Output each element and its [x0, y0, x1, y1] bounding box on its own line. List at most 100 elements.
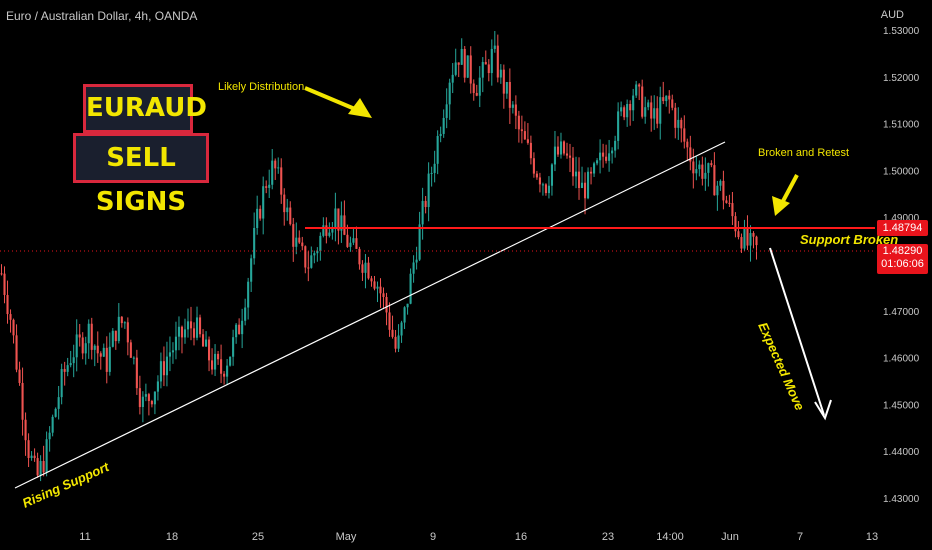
candle-body: [108, 346, 111, 372]
candle-body: [608, 153, 611, 161]
candle-body: [656, 108, 659, 124]
x-tick-label: 13: [866, 531, 878, 543]
candle-body: [577, 171, 581, 188]
candle-body: [599, 152, 602, 161]
candle-body: [39, 460, 42, 476]
candle-body: [277, 167, 280, 169]
candle-body: [460, 48, 463, 65]
candle-body: [382, 293, 385, 298]
candle-body: [517, 115, 520, 130]
candle-body: [265, 186, 268, 188]
candle-body: [451, 74, 454, 83]
candle-body: [36, 458, 39, 476]
candle-body: [376, 286, 379, 289]
candle-body: [602, 152, 605, 157]
candle-body: [605, 156, 608, 161]
expected-move-arrow: [769, 247, 832, 421]
candle-body: [454, 62, 457, 75]
y-tick-label: 1.47000: [883, 307, 920, 318]
candle-body: [180, 326, 184, 338]
candle-body: [550, 164, 554, 186]
candle-body: [559, 141, 563, 155]
candle-body: [635, 84, 638, 96]
candle-body: [93, 345, 96, 350]
x-tick-label: Jun: [721, 531, 739, 543]
candle-body: [247, 281, 250, 308]
candle-body: [683, 128, 686, 142]
candle-body: [475, 92, 478, 96]
sign-sell-signs: SELL SIGNS: [73, 133, 209, 217]
candle-body: [48, 432, 51, 440]
candle-body: [54, 408, 57, 417]
candle-body: [710, 163, 713, 166]
candle-body: [466, 55, 469, 78]
candle-body: [586, 171, 590, 199]
candle-body: [102, 347, 105, 357]
candle-body: [33, 455, 36, 459]
candle-body: [508, 81, 511, 108]
candle-body: [310, 255, 313, 268]
candle-body: [424, 200, 427, 208]
candle-body: [292, 224, 295, 247]
candle-body: [388, 312, 391, 330]
candle-body: [105, 347, 108, 372]
candle-body: [168, 352, 172, 357]
candle-body: [319, 235, 322, 252]
chart-title: Euro / Australian Dollar, 4h, OANDA: [6, 9, 198, 23]
candle-body: [57, 397, 60, 409]
candle-body: [719, 180, 722, 186]
candle-body: [217, 353, 220, 360]
candle-body: [746, 227, 749, 246]
x-tick-label: 25: [252, 531, 264, 543]
candle-body: [433, 163, 436, 173]
candle-body: [436, 135, 439, 164]
candle-body: [235, 324, 238, 338]
candle-body: [301, 242, 304, 247]
candle-body: [331, 226, 334, 233]
candle-body: [72, 357, 75, 364]
candle-body: [511, 104, 514, 108]
y-tick-label: 1.43000: [883, 494, 920, 505]
rising-support-trendline[interactable]: [14, 141, 726, 489]
candle-body: [629, 103, 632, 111]
y-tick-label: 1.46000: [883, 354, 920, 365]
annotation-support-broken: Support Broken: [800, 232, 899, 247]
candle-body: [189, 321, 193, 329]
candle-body: [195, 317, 199, 338]
candle-body: [340, 215, 343, 231]
candle-body: [556, 146, 560, 155]
candle-body: [316, 251, 319, 254]
candle-body: [328, 232, 331, 236]
candle-body: [99, 353, 102, 357]
x-tick-label: 7: [797, 531, 803, 543]
candle-body: [611, 150, 614, 154]
candle-body: [295, 237, 298, 247]
candle-body: [186, 321, 190, 330]
candle-body: [677, 119, 680, 128]
candle-body: [24, 419, 27, 441]
candle-body: [268, 184, 271, 188]
candle-body: [90, 323, 93, 350]
candle-body: [114, 330, 117, 342]
candle-body: [322, 225, 325, 236]
candle-body: [716, 185, 719, 196]
candle-body: [150, 400, 153, 405]
candle-body: [593, 163, 596, 174]
candle-body: [207, 339, 211, 361]
candle-body: [343, 215, 346, 235]
y-tick-label: 1.44000: [883, 447, 920, 458]
candle-body: [177, 326, 181, 337]
candle-body: [364, 262, 367, 273]
y-tick-label: 1.50000: [883, 166, 920, 177]
candle-body: [120, 316, 123, 324]
candle-body: [27, 440, 30, 458]
sign-euraud: EURAUD: [83, 84, 207, 133]
candle-body: [403, 307, 406, 323]
candle-body: [647, 102, 650, 108]
candle-body: [674, 107, 677, 128]
candle-body: [337, 208, 340, 231]
candle-body: [617, 111, 620, 141]
candle-body: [523, 131, 526, 140]
candle-body: [448, 82, 451, 105]
